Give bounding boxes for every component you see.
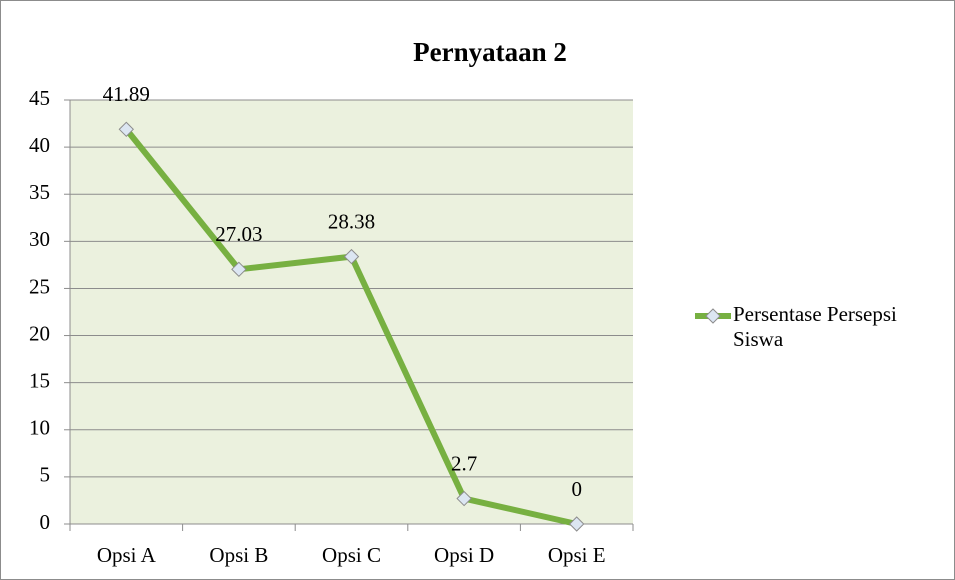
y-tick-label: 40 <box>29 133 50 157</box>
y-tick-label: 45 <box>29 86 50 110</box>
y-tick-label: 30 <box>29 227 50 251</box>
point-marker <box>343 248 360 265</box>
x-tick-label: Opsi D <box>434 543 494 567</box>
y-tick-label: 15 <box>29 368 50 392</box>
y-tick-label: 35 <box>29 180 50 204</box>
y-tick-label: 20 <box>29 321 50 345</box>
data-label: 28.38 <box>328 209 375 233</box>
plot-area <box>70 100 633 524</box>
legend-label: Persentase Persepsi Siswa <box>733 302 897 351</box>
x-tick-label: Opsi C <box>322 543 381 567</box>
data-label: 0 <box>571 477 582 501</box>
legend-marker <box>705 308 721 324</box>
x-tick-label: Opsi E <box>548 543 606 567</box>
data-label: 27.03 <box>215 222 262 246</box>
y-tick-label: 10 <box>29 416 50 440</box>
point-marker <box>568 516 585 532</box>
x-tick-label: Opsi A <box>97 543 157 567</box>
y-tick-label: 0 <box>40 510 51 534</box>
y-tick-label: 25 <box>29 274 50 298</box>
point-marker <box>118 121 135 138</box>
chart-title: Pernyataan 2 <box>413 37 567 67</box>
point-marker <box>456 490 472 507</box>
y-tick-label: 5 <box>40 463 51 487</box>
data-label: 2.7 <box>451 451 477 475</box>
point-marker <box>231 261 247 278</box>
data-label: 41.89 <box>103 82 150 106</box>
x-tick-label: Opsi B <box>209 543 268 567</box>
